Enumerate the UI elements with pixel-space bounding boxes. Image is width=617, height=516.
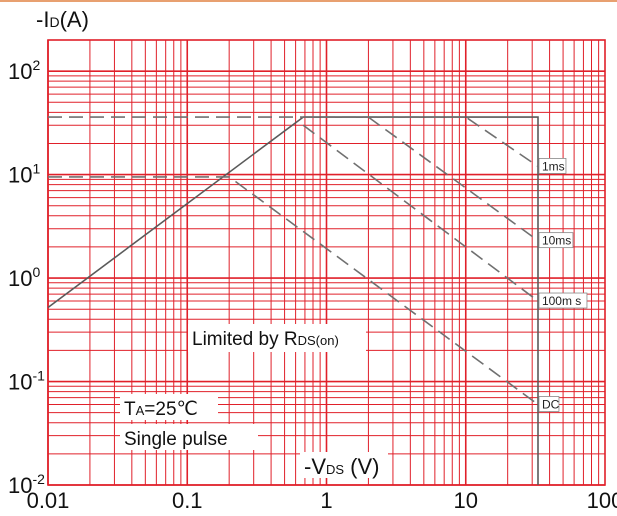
y-axis-title-unit: (A): [60, 7, 89, 32]
y-axis-title: -ID(A): [30, 4, 100, 34]
x-axis-title: -VDS (V): [300, 452, 388, 479]
x-axis-title-sub: DS: [326, 462, 344, 477]
svg-text:10ms: 10ms: [542, 234, 571, 248]
svg-text:TA=25℃: TA=25℃: [124, 399, 198, 420]
series-line: [302, 124, 539, 302]
svg-text:10-1: 10-1: [8, 368, 45, 395]
curve-label: 100m s: [538, 292, 588, 309]
grid: [47, 39, 606, 486]
x-tick-label: 100: [587, 488, 617, 513]
y-axis-title-prefix: -I: [36, 7, 49, 32]
single-pulse-label: Single pulse: [120, 424, 258, 450]
tick-labels: 0.01 0.1 1 10 100 102 101 100 10-1 10-2: [4, 57, 617, 513]
svg-text:100: 100: [8, 264, 40, 291]
series-line: [48, 116, 539, 168]
limited-by-rdson-label: Limited by RDS(on): [188, 324, 366, 352]
x-tick-label: 0.1: [172, 488, 203, 513]
curve-label: 1ms: [538, 158, 567, 174]
svg-text:-ID(A): -ID(A): [36, 7, 89, 32]
svg-text:DC: DC: [542, 397, 560, 411]
series-line: [47, 116, 304, 309]
svg-text:102: 102: [8, 57, 40, 84]
y-tick-label: 10-2: [8, 471, 45, 498]
x-tick-label: 10: [454, 488, 478, 513]
series-line: [48, 176, 539, 406]
y-axis-title-sub: D: [49, 14, 59, 30]
series-group: 1ms 10ms 100m s DC: [47, 116, 588, 485]
x-tick-label: 1: [320, 488, 332, 513]
series-line: [367, 116, 539, 242]
svg-text:10-2: 10-2: [8, 471, 45, 498]
y-tick-label: 102: [8, 57, 40, 84]
svg-text:Limited by RDS(on): Limited by RDS(on): [192, 329, 339, 350]
y-tick-label: 101: [8, 161, 40, 188]
x-axis-title-unit: (V): [344, 454, 379, 479]
svg-text:101: 101: [8, 161, 40, 188]
curve-label: 10ms: [538, 232, 574, 249]
svg-text:-VDS (V): -VDS (V): [304, 454, 380, 479]
series-line: [303, 116, 539, 485]
y-tick-label: 10-1: [4, 368, 45, 395]
svg-text:1ms: 1ms: [542, 159, 565, 173]
temperature-label: TA=25℃: [120, 394, 218, 420]
plot-frame: [47, 39, 606, 486]
svg-text:Single pulse: Single pulse: [124, 429, 228, 450]
curve-label: DC: [538, 396, 560, 412]
x-tick-label: 0.01: [27, 488, 70, 513]
x-axis-title-prefix: -V: [304, 454, 326, 479]
y-tick-label: 100: [8, 264, 40, 291]
svg-text:100m s: 100m s: [542, 294, 581, 308]
